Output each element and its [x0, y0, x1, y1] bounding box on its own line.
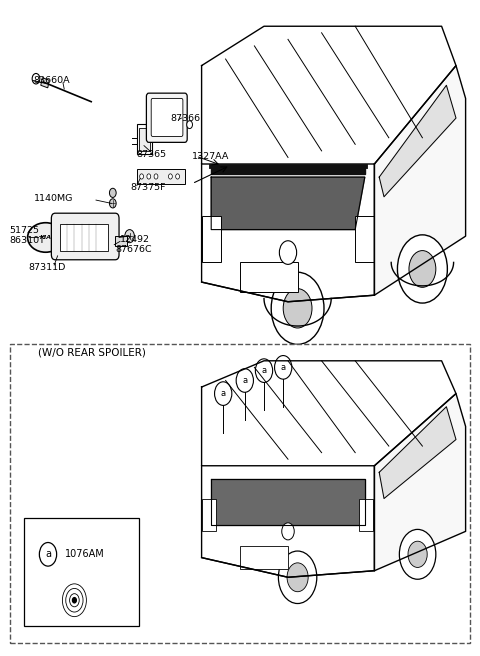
Polygon shape: [379, 85, 456, 197]
Text: 87375F: 87375F: [131, 183, 166, 192]
Circle shape: [271, 272, 324, 344]
Bar: [10, 344, 470, 643]
Ellipse shape: [27, 222, 63, 252]
Circle shape: [66, 588, 83, 612]
FancyBboxPatch shape: [151, 98, 183, 136]
Circle shape: [176, 174, 180, 179]
Text: a: a: [45, 549, 51, 560]
Text: 87311D: 87311D: [29, 263, 66, 272]
Text: 83660A: 83660A: [34, 75, 70, 85]
Text: 87365: 87365: [137, 150, 167, 159]
Text: 1076AM: 1076AM: [65, 549, 105, 560]
Circle shape: [236, 369, 253, 392]
FancyBboxPatch shape: [146, 93, 187, 142]
Text: 1327AA: 1327AA: [192, 152, 229, 161]
Text: (W/O REAR SPOILER): (W/O REAR SPOILER): [38, 348, 146, 358]
Circle shape: [70, 594, 79, 607]
Bar: [202, 216, 221, 262]
Polygon shape: [374, 66, 466, 295]
Circle shape: [399, 529, 436, 579]
Bar: [359, 499, 373, 531]
Bar: [115, 236, 127, 246]
Circle shape: [287, 563, 308, 592]
Circle shape: [62, 584, 86, 617]
Text: a: a: [221, 389, 226, 398]
Circle shape: [109, 188, 116, 197]
FancyBboxPatch shape: [51, 213, 119, 260]
Text: KIA: KIA: [39, 235, 52, 240]
Text: 1140MG: 1140MG: [34, 194, 73, 203]
Circle shape: [215, 382, 232, 405]
Bar: [41, 77, 49, 88]
Circle shape: [282, 523, 294, 540]
Circle shape: [283, 289, 312, 328]
Text: 51725: 51725: [10, 226, 39, 236]
Polygon shape: [211, 479, 365, 525]
Bar: [139, 128, 150, 151]
Bar: [240, 546, 288, 569]
Circle shape: [278, 551, 317, 604]
Circle shape: [275, 356, 292, 379]
Text: 87366: 87366: [170, 113, 201, 123]
Text: 12492: 12492: [120, 235, 150, 244]
Bar: [60, 224, 108, 251]
Bar: [240, 262, 298, 292]
Circle shape: [32, 73, 40, 84]
Circle shape: [72, 598, 76, 603]
Polygon shape: [374, 394, 466, 571]
Polygon shape: [211, 177, 365, 230]
Circle shape: [187, 121, 192, 129]
Bar: [24, 518, 139, 626]
Polygon shape: [379, 407, 456, 499]
Circle shape: [109, 199, 116, 208]
Bar: [137, 169, 185, 184]
Polygon shape: [211, 167, 365, 174]
Text: a: a: [242, 376, 247, 385]
Text: a: a: [281, 363, 286, 372]
Circle shape: [39, 543, 57, 566]
Text: 86310T: 86310T: [10, 236, 46, 245]
Bar: [355, 216, 374, 262]
Circle shape: [409, 251, 436, 287]
Text: a: a: [262, 366, 266, 375]
Text: 87676C: 87676C: [115, 245, 152, 254]
Circle shape: [408, 541, 427, 567]
Circle shape: [147, 174, 151, 179]
Circle shape: [140, 174, 144, 179]
Circle shape: [125, 230, 134, 243]
Circle shape: [168, 174, 172, 179]
Circle shape: [255, 359, 273, 382]
Bar: [202, 499, 216, 531]
Circle shape: [397, 235, 447, 303]
Circle shape: [279, 241, 297, 264]
Bar: [137, 124, 152, 154]
Circle shape: [154, 174, 158, 179]
